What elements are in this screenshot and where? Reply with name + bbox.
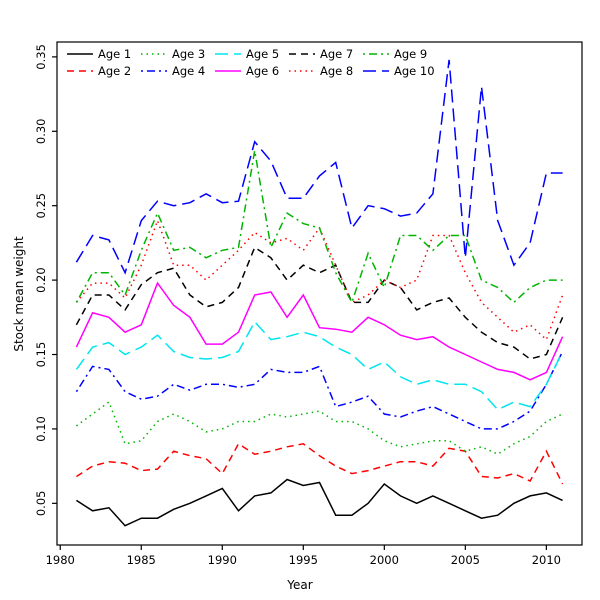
legend-label-age-8: Age 8 xyxy=(320,64,353,78)
legend-label-age-2: Age 2 xyxy=(98,64,131,78)
legend-label-age-1: Age 1 xyxy=(98,47,131,61)
x-tick-label: 1995 xyxy=(289,553,318,567)
series-line-age-1 xyxy=(75,478,563,527)
x-axis-title: Year xyxy=(287,578,313,592)
series-line-age-3 xyxy=(75,400,563,456)
y-tick-label: 0.35 xyxy=(34,44,48,70)
legend-label-age-5: Age 5 xyxy=(246,47,279,61)
y-tick-label: 0.05 xyxy=(34,491,48,517)
y-tick-label: 0.30 xyxy=(34,118,48,144)
y-tick-label: 0.25 xyxy=(34,193,48,219)
legend-label-age-6: Age 6 xyxy=(246,64,279,78)
series-line-age-6 xyxy=(75,281,564,381)
series-line-age-8 xyxy=(75,218,564,341)
y-axis-title: Stock mean weight xyxy=(12,236,26,352)
x-tick-label: 2005 xyxy=(451,553,480,567)
series-line-age-5 xyxy=(75,320,564,411)
x-tick-label: 1985 xyxy=(127,553,156,567)
series-line-age-9 xyxy=(75,150,563,305)
x-tick-label: 2000 xyxy=(370,553,399,567)
series-line-age-2 xyxy=(75,442,564,485)
legend-label-age-3: Age 3 xyxy=(172,47,205,61)
plot-box xyxy=(56,41,583,546)
x-tick-label: 1980 xyxy=(46,553,75,567)
legend-label-age-7: Age 7 xyxy=(320,47,353,61)
legend-label-age-4: Age 4 xyxy=(172,64,205,78)
x-tick-label: 1990 xyxy=(208,553,237,567)
series-line-age-7 xyxy=(75,246,564,360)
series-line-age-10 xyxy=(75,59,563,275)
x-tick-label: 2010 xyxy=(532,553,561,567)
y-tick-label: 0.15 xyxy=(34,342,48,368)
legend-label-age-9: Age 9 xyxy=(394,47,427,61)
y-tick-label: 0.10 xyxy=(34,416,48,442)
legend-label-age-10: Age 10 xyxy=(394,64,435,78)
y-tick-label: 0.20 xyxy=(34,267,48,293)
series-line-age-4 xyxy=(75,351,564,430)
